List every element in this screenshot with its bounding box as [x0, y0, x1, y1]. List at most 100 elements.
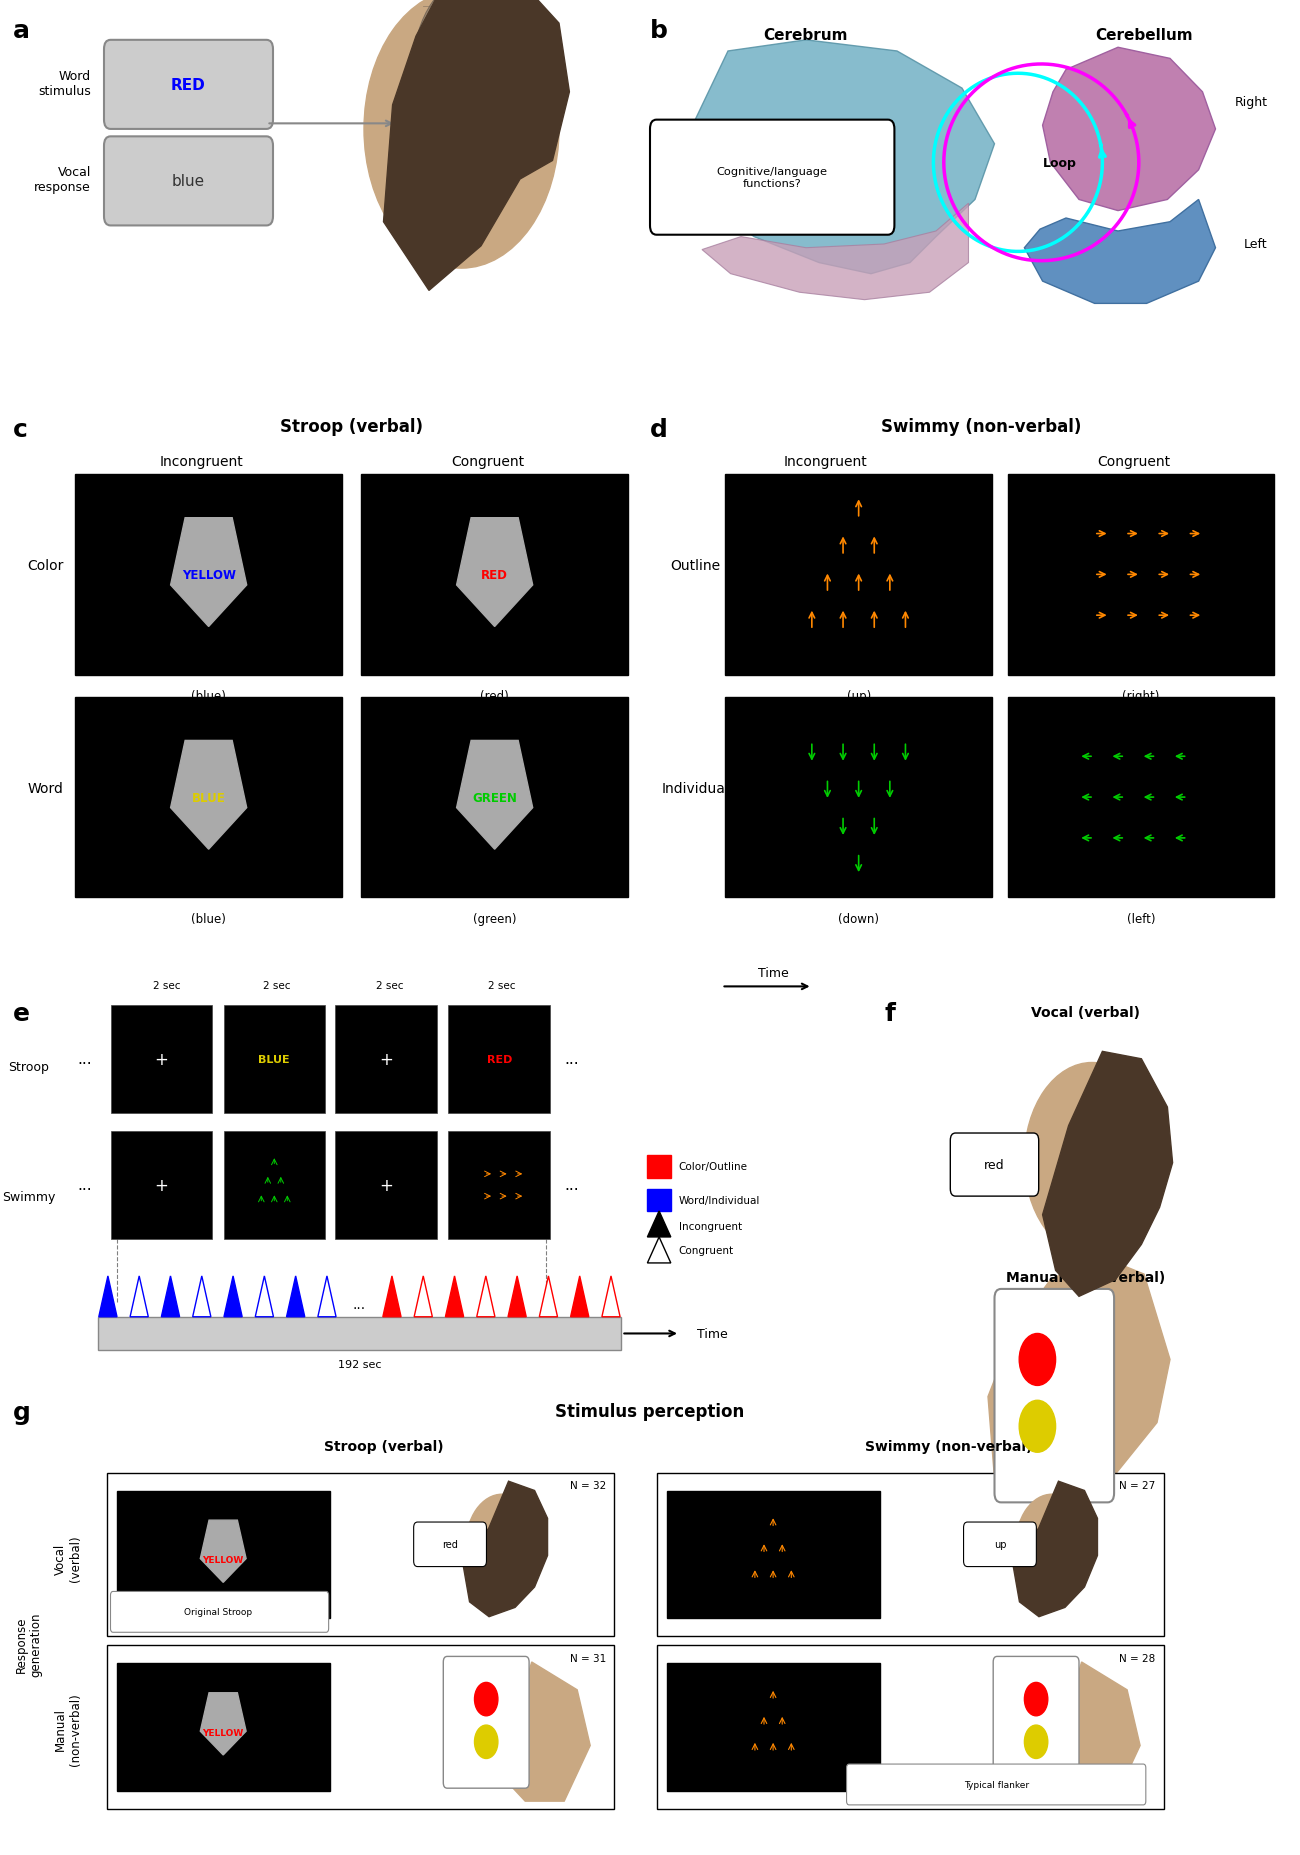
- Circle shape: [413, 0, 543, 161]
- Polygon shape: [1043, 48, 1216, 211]
- Text: (blue): (blue): [191, 913, 226, 926]
- Bar: [111, 1132, 212, 1239]
- Text: (down): (down): [838, 913, 879, 926]
- Bar: [224, 1005, 325, 1113]
- Polygon shape: [384, 0, 569, 291]
- Bar: [667, 1491, 880, 1618]
- Text: Loop: Loop: [1043, 156, 1076, 171]
- Text: b: b: [650, 19, 668, 43]
- Bar: [107, 1645, 614, 1809]
- Polygon shape: [647, 1211, 671, 1237]
- Text: ...: ...: [564, 1178, 580, 1193]
- Polygon shape: [702, 204, 968, 301]
- Text: Color/Outline: Color/Outline: [679, 1161, 748, 1172]
- Circle shape: [465, 1495, 538, 1599]
- Polygon shape: [456, 518, 533, 627]
- Bar: [448, 1005, 550, 1113]
- Polygon shape: [200, 1521, 246, 1582]
- Polygon shape: [508, 1276, 526, 1317]
- Circle shape: [1019, 1334, 1056, 1386]
- Text: Response
generation: Response generation: [14, 1612, 43, 1675]
- Bar: [107, 1473, 614, 1636]
- Text: Cognitive/language
functions?: Cognitive/language functions?: [716, 167, 828, 189]
- Text: Manual
(non-verbal): Manual (non-verbal): [53, 1692, 82, 1766]
- Polygon shape: [99, 1276, 117, 1317]
- Bar: [361, 697, 628, 898]
- Bar: [1008, 475, 1274, 675]
- Text: 2 sec: 2 sec: [263, 981, 291, 991]
- Polygon shape: [477, 1276, 495, 1317]
- FancyBboxPatch shape: [443, 1657, 529, 1788]
- Text: Congruent: Congruent: [1097, 454, 1170, 469]
- Text: Cerebellum: Cerebellum: [1095, 28, 1193, 43]
- Circle shape: [1024, 1063, 1160, 1256]
- Bar: [335, 1005, 437, 1113]
- Text: YELLOW: YELLOW: [182, 568, 235, 582]
- Text: Vocal (verbal): Vocal (verbal): [1031, 1005, 1140, 1020]
- Text: Incongruent: Incongruent: [160, 454, 243, 469]
- FancyBboxPatch shape: [846, 1764, 1145, 1805]
- Polygon shape: [602, 1276, 620, 1317]
- FancyBboxPatch shape: [994, 1289, 1114, 1503]
- Text: +: +: [380, 1176, 393, 1195]
- Text: 2 sec: 2 sec: [376, 981, 404, 991]
- Text: red: red: [984, 1158, 1005, 1172]
- Text: blue: blue: [172, 174, 205, 189]
- Text: red: red: [442, 1540, 458, 1549]
- Text: N = 28: N = 28: [1119, 1653, 1156, 1662]
- FancyBboxPatch shape: [650, 121, 894, 236]
- Text: up: up: [993, 1540, 1006, 1549]
- Polygon shape: [200, 1694, 246, 1755]
- Text: (left): (left): [1127, 913, 1154, 926]
- Text: RED: RED: [486, 1054, 512, 1065]
- Text: GREEN: GREEN: [472, 790, 517, 805]
- Text: +: +: [380, 1050, 393, 1068]
- Polygon shape: [571, 1276, 589, 1317]
- Bar: [647, 1156, 671, 1178]
- Polygon shape: [540, 1276, 558, 1317]
- Polygon shape: [130, 1276, 148, 1317]
- Polygon shape: [170, 740, 247, 850]
- Text: +: +: [155, 1176, 168, 1195]
- Polygon shape: [647, 1237, 671, 1263]
- Polygon shape: [382, 1276, 400, 1317]
- Text: Congruent: Congruent: [451, 454, 524, 469]
- Bar: [725, 475, 992, 675]
- Text: (green): (green): [473, 913, 516, 926]
- Bar: [335, 1132, 437, 1239]
- Polygon shape: [415, 1276, 433, 1317]
- Text: Color: Color: [27, 558, 64, 573]
- FancyBboxPatch shape: [104, 137, 273, 226]
- Text: Swimmy (non-verbal): Swimmy (non-verbal): [881, 417, 1082, 436]
- Bar: [117, 1491, 330, 1618]
- Text: f: f: [884, 1002, 894, 1026]
- Text: c: c: [13, 417, 27, 441]
- Bar: [656, 1645, 1164, 1809]
- Bar: [656, 1473, 1164, 1636]
- Text: YELLOW: YELLOW: [203, 1554, 244, 1564]
- FancyBboxPatch shape: [963, 1523, 1036, 1567]
- Text: Stroop: Stroop: [8, 1059, 49, 1074]
- Text: a: a: [13, 19, 30, 43]
- Text: Swimmy: Swimmy: [1, 1189, 56, 1204]
- Bar: [725, 697, 992, 898]
- Text: 2 sec: 2 sec: [488, 981, 516, 991]
- Text: ...: ...: [77, 1178, 92, 1193]
- Text: Stroop (verbal): Stroop (verbal): [280, 417, 422, 436]
- Circle shape: [1015, 1495, 1088, 1599]
- Bar: [448, 1132, 550, 1239]
- Polygon shape: [446, 1276, 464, 1317]
- Text: ...: ...: [352, 1297, 367, 1311]
- Text: Left: Left: [1244, 237, 1268, 252]
- Bar: [1008, 697, 1274, 898]
- FancyBboxPatch shape: [993, 1657, 1079, 1788]
- Polygon shape: [1043, 1052, 1173, 1297]
- Circle shape: [1024, 1682, 1048, 1716]
- Bar: [224, 1132, 325, 1239]
- Text: ...: ...: [77, 1052, 92, 1067]
- Text: (red): (red): [480, 690, 510, 703]
- Text: (up): (up): [846, 690, 871, 703]
- Polygon shape: [192, 1276, 211, 1317]
- Bar: [75, 475, 342, 675]
- Text: Time: Time: [758, 966, 789, 979]
